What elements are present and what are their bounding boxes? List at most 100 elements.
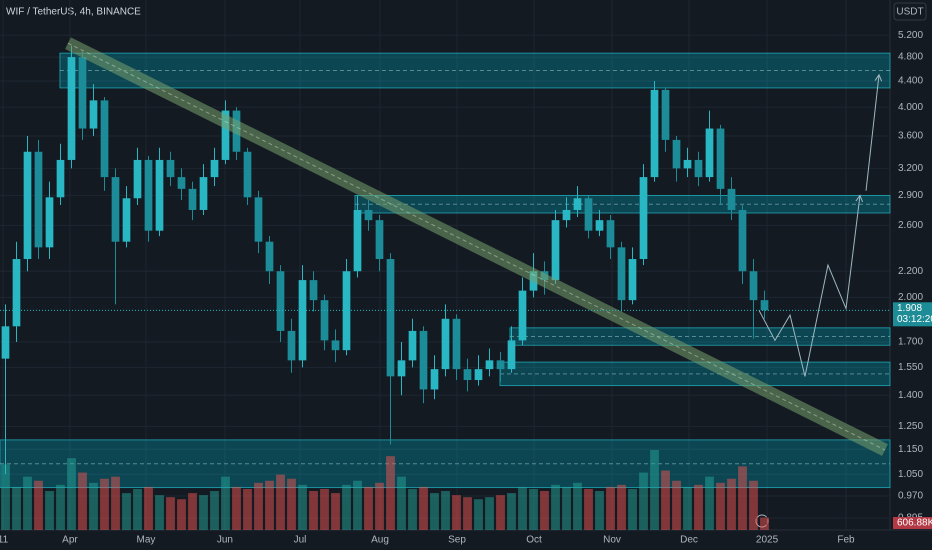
candle-body bbox=[342, 271, 351, 351]
volume-bar bbox=[672, 480, 681, 530]
y-tick-label: 2.000 bbox=[898, 292, 923, 303]
volume-bar bbox=[639, 472, 648, 530]
y-tick-label: 2.600 bbox=[898, 220, 923, 231]
projection bbox=[758, 195, 861, 377]
candle-body bbox=[661, 89, 670, 140]
candle-body bbox=[45, 197, 54, 248]
x-tick-label: May bbox=[137, 535, 156, 546]
candle-body bbox=[650, 89, 659, 178]
candle-body bbox=[408, 330, 417, 361]
volume-bar bbox=[188, 493, 197, 530]
volume-bar bbox=[760, 517, 769, 530]
volume-bar bbox=[287, 478, 296, 530]
x-tick-label: Dec bbox=[680, 535, 698, 546]
volume-bar bbox=[122, 493, 131, 530]
x-tick-label: Feb bbox=[837, 535, 855, 546]
x-tick-label: Sep bbox=[448, 535, 466, 546]
volume-bar bbox=[485, 497, 494, 530]
candle-body bbox=[441, 318, 450, 370]
candle-body bbox=[606, 220, 615, 248]
candle-body bbox=[166, 159, 175, 178]
volume-bar bbox=[45, 491, 54, 530]
arrow-head bbox=[855, 194, 864, 203]
x-tick-label: Nov bbox=[603, 535, 621, 546]
last-price: 1.908 bbox=[897, 303, 922, 314]
y-tick-label: 5.200 bbox=[898, 30, 923, 41]
zone bbox=[59, 52, 891, 89]
candle-body bbox=[573, 198, 582, 210]
volume-bar bbox=[529, 488, 538, 530]
candle-body bbox=[683, 159, 692, 169]
candle-body bbox=[276, 271, 285, 331]
candle-body bbox=[78, 57, 87, 129]
volume-bar bbox=[727, 478, 736, 530]
zone bbox=[354, 195, 891, 214]
candle-body bbox=[210, 159, 219, 178]
volume-bar bbox=[166, 497, 175, 530]
volume-bar bbox=[111, 476, 120, 530]
volume-bar bbox=[353, 480, 362, 530]
volume-last: 606.88K bbox=[897, 518, 932, 529]
candle-body bbox=[727, 188, 736, 210]
y-tick-label: 2.900 bbox=[898, 190, 923, 201]
projection bbox=[865, 74, 880, 191]
volume-bar bbox=[551, 484, 560, 530]
volume-bar bbox=[507, 493, 516, 530]
volume-bar bbox=[89, 482, 98, 530]
volume-bar bbox=[320, 488, 329, 530]
y-tick-label: 1.550 bbox=[898, 362, 923, 373]
x-tick-label: Jul bbox=[294, 535, 307, 546]
volume-bar bbox=[419, 486, 428, 530]
candle-body bbox=[518, 290, 527, 341]
volume-bar bbox=[584, 488, 593, 530]
y-tick-label: 4.800 bbox=[898, 52, 923, 63]
volume-bar bbox=[650, 450, 659, 530]
countdown: 03:12:20 bbox=[897, 314, 932, 325]
volume-bar bbox=[430, 493, 439, 530]
candle-body bbox=[551, 220, 560, 281]
volume-bar bbox=[540, 491, 549, 530]
candle-body bbox=[1, 326, 10, 359]
candle-body bbox=[12, 259, 21, 327]
candle-body bbox=[419, 330, 428, 390]
volume-bar bbox=[397, 476, 406, 530]
candle-body bbox=[760, 300, 769, 311]
volume-bar bbox=[496, 495, 505, 530]
candle-body bbox=[749, 271, 758, 301]
volume-bar bbox=[243, 488, 252, 530]
candle-body bbox=[177, 177, 186, 189]
volume-bar bbox=[573, 482, 582, 530]
y-tick-label: 3.200 bbox=[898, 163, 923, 174]
candle-body bbox=[67, 57, 76, 160]
trendline-mid bbox=[67, 42, 886, 451]
candle-body bbox=[34, 151, 43, 248]
currency[interactable]: USDT bbox=[896, 7, 923, 18]
candle-body bbox=[56, 159, 65, 198]
candle-body bbox=[23, 151, 32, 260]
volume-bar bbox=[177, 499, 186, 530]
volume-bar bbox=[474, 499, 483, 530]
volume-bar bbox=[298, 484, 307, 530]
candle-body bbox=[309, 280, 318, 301]
candle-body bbox=[452, 318, 461, 370]
volume-bar bbox=[375, 482, 384, 530]
candle-body bbox=[738, 209, 747, 272]
candle-body bbox=[595, 220, 604, 231]
volume-bar bbox=[265, 480, 274, 530]
candle-body bbox=[375, 220, 384, 260]
y-tick-label: 3.600 bbox=[898, 131, 923, 142]
candle-body bbox=[287, 330, 296, 361]
volume-bar bbox=[606, 486, 615, 530]
y-tick-label: 1.400 bbox=[898, 390, 923, 401]
candle-body bbox=[386, 259, 395, 377]
volume-bar bbox=[452, 495, 461, 530]
volume-bar bbox=[1, 464, 10, 530]
currency-button[interactable] bbox=[893, 2, 927, 21]
candle-body bbox=[639, 177, 648, 260]
x-tick-label: Aug bbox=[371, 535, 389, 546]
volume-bar bbox=[221, 476, 230, 530]
volume-bar bbox=[254, 482, 263, 530]
volume-bar bbox=[34, 480, 43, 530]
volume-bar bbox=[749, 480, 758, 530]
